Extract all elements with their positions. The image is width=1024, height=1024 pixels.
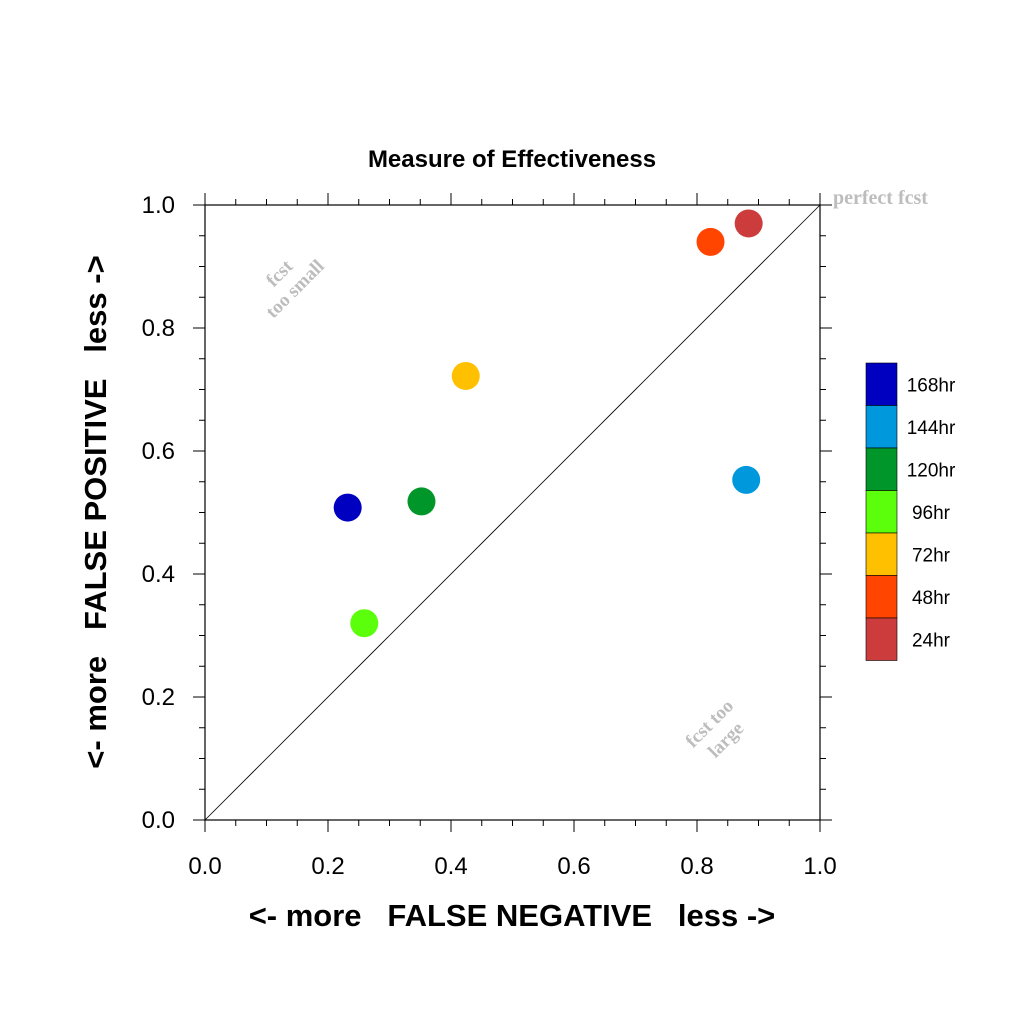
annotation-too-large: fcst too large bbox=[682, 696, 748, 762]
x-tick-label: 0.0 bbox=[188, 853, 221, 880]
point-168hr bbox=[333, 493, 362, 522]
point-144hr bbox=[732, 465, 761, 494]
x-tick-label: 0.8 bbox=[680, 853, 713, 880]
legend-swatch-168hr bbox=[865, 362, 898, 406]
point-24hr bbox=[734, 209, 763, 238]
legend-label-168hr: 168hr bbox=[907, 375, 956, 396]
legend-swatch-72hr bbox=[865, 532, 898, 576]
legend-swatch-48hr bbox=[865, 575, 898, 619]
data-points bbox=[333, 209, 763, 638]
legend-swatch-96hr bbox=[865, 490, 898, 534]
legend-label-48hr: 48hr bbox=[912, 588, 951, 609]
legend-label-144hr: 144hr bbox=[907, 418, 956, 439]
point-96hr bbox=[350, 609, 379, 638]
diagonal-group bbox=[204, 204, 821, 821]
x-tick-label: 1.0 bbox=[803, 853, 836, 880]
annotation-perfect-fcst: perfect fcst bbox=[833, 187, 928, 209]
y-axis-title: <- more FALSE POSITIVE less -> bbox=[78, 255, 113, 768]
y-tick-label: 0.2 bbox=[142, 684, 175, 711]
y-tick-label: 0.0 bbox=[142, 807, 175, 834]
point-48hr bbox=[696, 227, 725, 256]
legend-label-24hr: 24hr bbox=[912, 630, 951, 651]
y-tick-label: 0.4 bbox=[142, 561, 175, 588]
y-axis-ticks bbox=[193, 204, 832, 821]
y-axis-tick-labels: 0.0 0.2 0.4 0.6 0.8 1.0 bbox=[142, 192, 175, 834]
diagonal-reference-line bbox=[204, 204, 821, 821]
y-tick-label: 0.8 bbox=[142, 315, 175, 342]
y-tick-label: 0.6 bbox=[142, 438, 175, 465]
legend-label-96hr: 96hr bbox=[912, 503, 951, 524]
legend-swatch-120hr bbox=[865, 447, 898, 491]
y-tick-label: 1.0 bbox=[142, 192, 175, 219]
legend-swatch-24hr bbox=[865, 617, 898, 661]
point-72hr bbox=[451, 361, 480, 390]
x-axis-title: <- more FALSE NEGATIVE less -> bbox=[249, 898, 776, 933]
x-axis-ticks bbox=[204, 193, 821, 832]
x-axis-tick-labels: 0.0 0.2 0.4 0.6 0.8 1.0 bbox=[188, 853, 836, 880]
x-tick-label: 0.6 bbox=[557, 853, 590, 880]
annotation-too-small: fcst too small bbox=[262, 256, 329, 323]
x-tick-label: 0.4 bbox=[434, 853, 467, 880]
legend: 168hr 144hr 120hr 96hr 72hr 48hr 24hr bbox=[865, 362, 956, 661]
point-120hr bbox=[407, 487, 436, 516]
chart-title: Measure of Effectiveness bbox=[368, 146, 656, 173]
legend-label-120hr: 120hr bbox=[907, 460, 956, 481]
legend-label-72hr: 72hr bbox=[912, 545, 951, 566]
x-tick-label: 0.2 bbox=[311, 853, 344, 880]
legend-swatch-144hr bbox=[865, 405, 898, 449]
